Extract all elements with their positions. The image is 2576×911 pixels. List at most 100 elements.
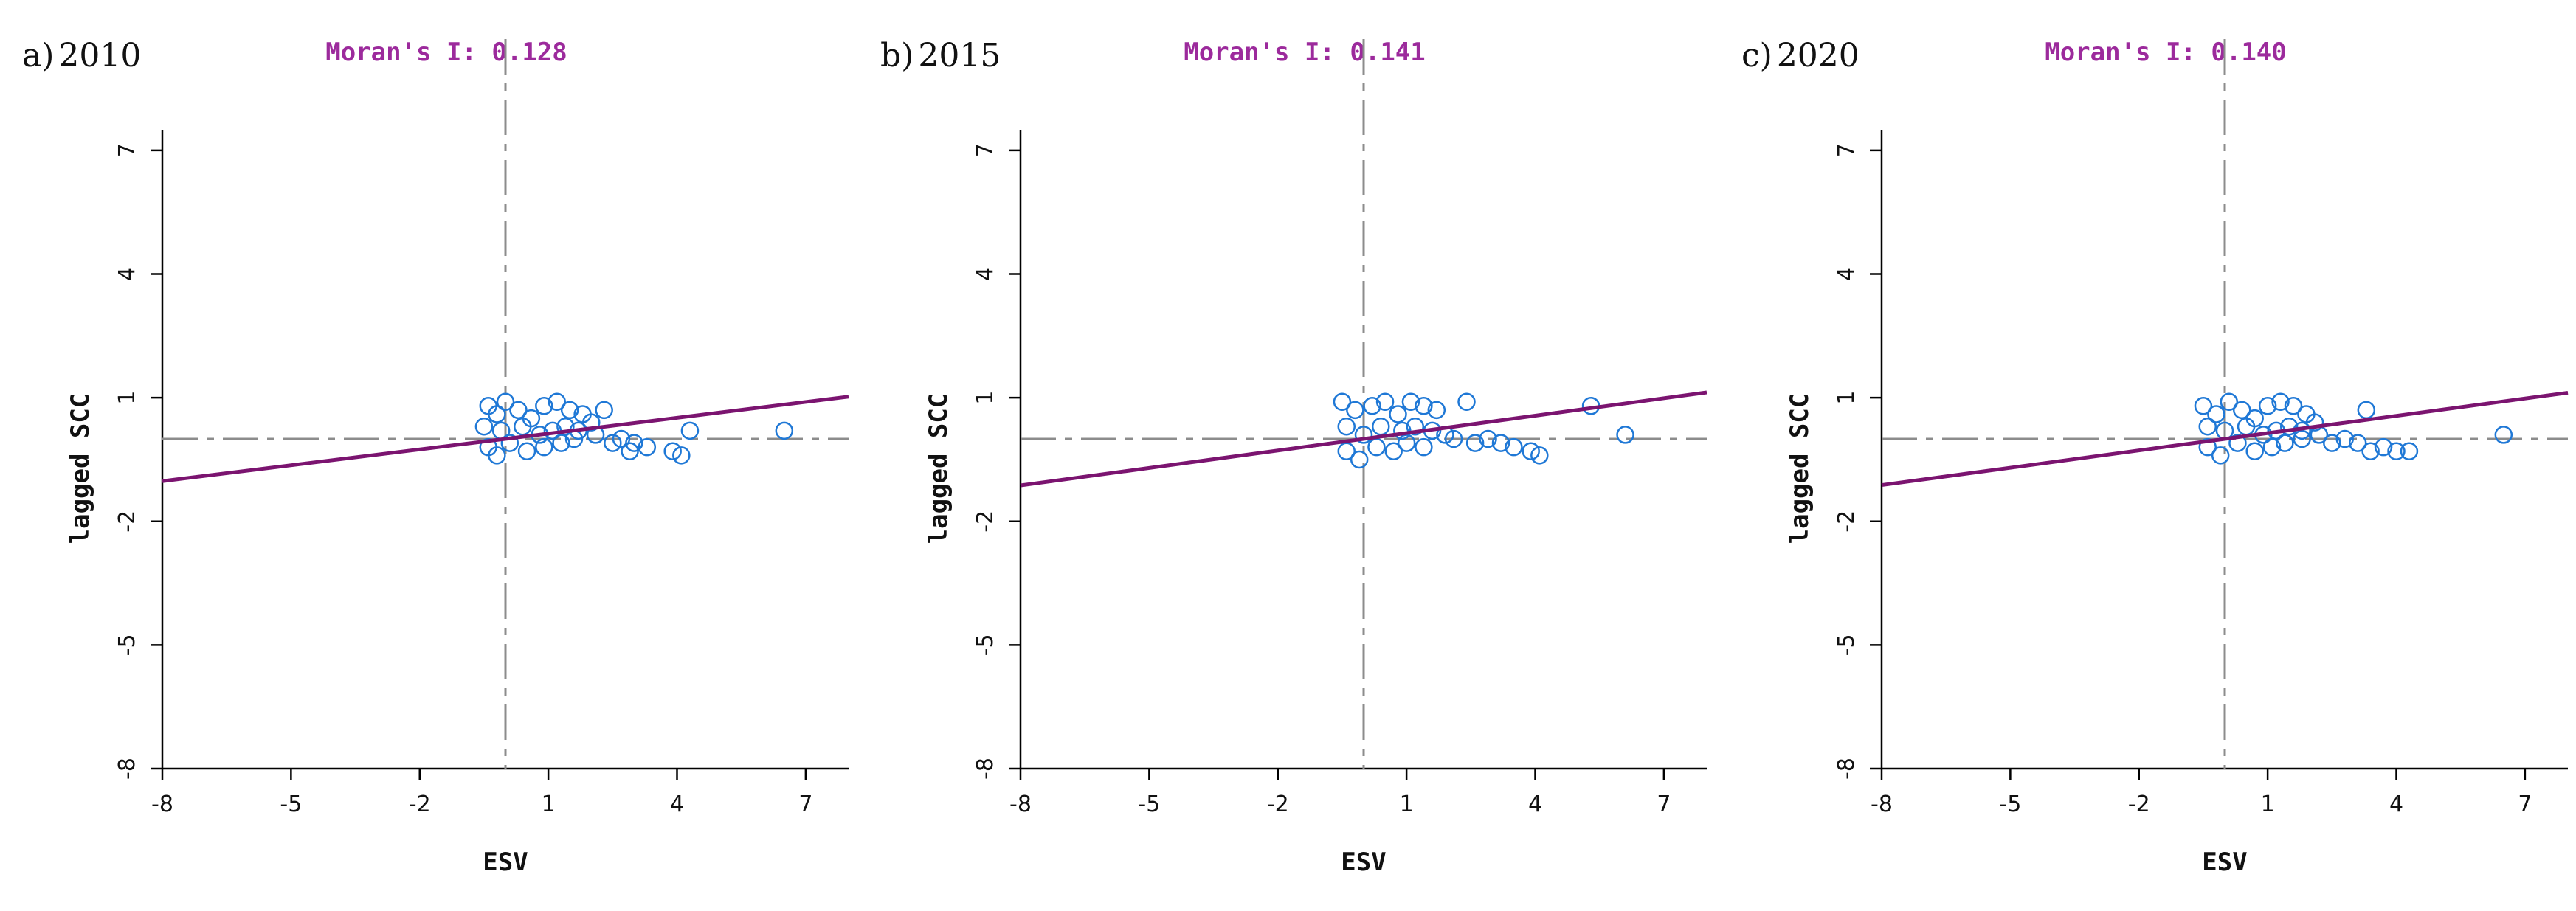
data-point bbox=[1406, 417, 1424, 436]
data-point bbox=[2374, 437, 2393, 457]
data-point bbox=[2198, 417, 2217, 436]
data-point bbox=[2207, 405, 2225, 423]
y-tick-label: -2 bbox=[114, 510, 140, 533]
y-axis-title: lagged SCC bbox=[66, 393, 95, 544]
data-point bbox=[595, 401, 613, 420]
data-point bbox=[625, 434, 643, 452]
data-point bbox=[535, 397, 553, 415]
moran-title: Moran's I: 0.140 bbox=[2045, 38, 2287, 67]
data-point bbox=[1333, 392, 1352, 411]
chart-panel-2015: b) 2015 Moran's I: 0.141 -8 -5 -2 1 4 7 -8 -5 -2 1 4 7… bbox=[880, 37, 1707, 877]
data-point bbox=[2245, 442, 2264, 461]
data-point bbox=[2233, 401, 2251, 420]
x-tick-label: 4 bbox=[1528, 792, 1542, 817]
data-point bbox=[1346, 401, 1364, 420]
y-tick-label: 1 bbox=[114, 391, 140, 405]
data-point bbox=[2323, 434, 2341, 452]
data-point bbox=[1393, 421, 1412, 440]
regression-line bbox=[1020, 390, 1707, 488]
panel-year: 2015 bbox=[918, 37, 1001, 75]
data-point bbox=[496, 392, 515, 411]
data-point bbox=[663, 442, 682, 461]
data-point bbox=[1372, 417, 1390, 436]
data-point bbox=[1522, 442, 1540, 461]
data-point bbox=[2494, 426, 2513, 444]
data-point bbox=[2293, 429, 2311, 448]
y-tick-label: -8 bbox=[973, 758, 998, 780]
data-point bbox=[2220, 392, 2239, 411]
data-point bbox=[1479, 429, 1497, 448]
data-point bbox=[1457, 392, 1476, 411]
data-point bbox=[560, 401, 579, 420]
data-point bbox=[517, 442, 536, 461]
data-point bbox=[2198, 437, 2217, 457]
x-tick-label: -8 bbox=[1009, 792, 1032, 817]
regression-line bbox=[162, 395, 849, 483]
panel-label: a) 2010 bbox=[22, 37, 141, 75]
x-tick-label: -8 bbox=[1871, 792, 1893, 817]
data-point bbox=[2305, 413, 2324, 432]
data-point bbox=[548, 392, 566, 411]
y-tick-label: -2 bbox=[973, 510, 998, 533]
panel-label: b) 2015 bbox=[880, 37, 1001, 75]
data-point bbox=[2228, 434, 2247, 452]
data-point bbox=[1415, 397, 1433, 415]
data-point bbox=[1505, 437, 1523, 457]
x-tick-label: 1 bbox=[542, 792, 556, 817]
regression-line bbox=[1881, 390, 2569, 488]
panel-letter: b) bbox=[880, 37, 914, 75]
x-tick-label: 7 bbox=[798, 792, 812, 817]
y-tick-label: 7 bbox=[1834, 143, 1860, 157]
x-axis-title: ESV bbox=[483, 848, 528, 877]
y-tick-label: -5 bbox=[1834, 634, 1860, 656]
data-point bbox=[1616, 426, 1634, 444]
y-tick-label: -5 bbox=[114, 634, 140, 656]
data-point bbox=[1375, 392, 1395, 411]
data-point bbox=[1367, 437, 1386, 457]
data-point bbox=[2284, 397, 2303, 415]
data-point bbox=[680, 421, 700, 440]
x-tick-label: -5 bbox=[280, 792, 302, 817]
panel-letter: a) bbox=[22, 37, 54, 75]
data-point bbox=[552, 434, 570, 452]
data-point bbox=[556, 417, 575, 436]
x-axis-title: ESV bbox=[2202, 848, 2247, 877]
data-point bbox=[2335, 429, 2354, 448]
panel-year: 2010 bbox=[58, 37, 141, 75]
data-point bbox=[535, 437, 553, 457]
data-point bbox=[1415, 437, 1433, 457]
data-point bbox=[775, 421, 794, 440]
moran-title: Moran's I: 0.128 bbox=[325, 38, 567, 67]
data-point bbox=[638, 437, 657, 457]
y-tick-label: 7 bbox=[114, 143, 140, 157]
data-point bbox=[500, 434, 519, 452]
chart-panel-2020: c) 2020 Moran's I: 0.140 -8 -5 -2 1 4 7 -8 -5 -2 1 4 7… bbox=[1741, 37, 2569, 877]
y-tick-label: 1 bbox=[973, 391, 998, 405]
y-tick-label: 4 bbox=[114, 267, 140, 281]
y-tick-label: -8 bbox=[1834, 758, 1860, 780]
data-point bbox=[474, 417, 494, 436]
data-point bbox=[488, 405, 506, 423]
chart-panel-2010: a) 2010 Moran's I: 0.128 -8 -5 -2 1 4 7 -8 -5 -2 1 4 7… bbox=[22, 37, 849, 877]
x-tick-label: -5 bbox=[1999, 792, 2021, 817]
data-point bbox=[621, 442, 639, 461]
y-tick-label: 4 bbox=[973, 267, 998, 281]
data-point bbox=[612, 429, 631, 448]
data-point bbox=[2348, 434, 2367, 452]
x-tick-label: 4 bbox=[2389, 792, 2403, 817]
data-point bbox=[1384, 442, 1403, 461]
x-tick-label: -2 bbox=[1267, 792, 1289, 817]
x-tick-label: 1 bbox=[1400, 792, 1414, 817]
data-point bbox=[2194, 397, 2213, 415]
panel-year: 2020 bbox=[1777, 37, 1860, 75]
x-tick-label: -8 bbox=[151, 792, 173, 817]
data-point bbox=[2211, 446, 2230, 465]
data-point bbox=[509, 401, 528, 420]
data-point bbox=[2387, 442, 2406, 461]
x-tick-label: 1 bbox=[2261, 792, 2275, 817]
data-point bbox=[1401, 392, 1420, 411]
data-point bbox=[672, 446, 691, 465]
data-point bbox=[2276, 434, 2294, 452]
data-point bbox=[2262, 437, 2282, 457]
y-tick-label: -8 bbox=[114, 758, 140, 780]
